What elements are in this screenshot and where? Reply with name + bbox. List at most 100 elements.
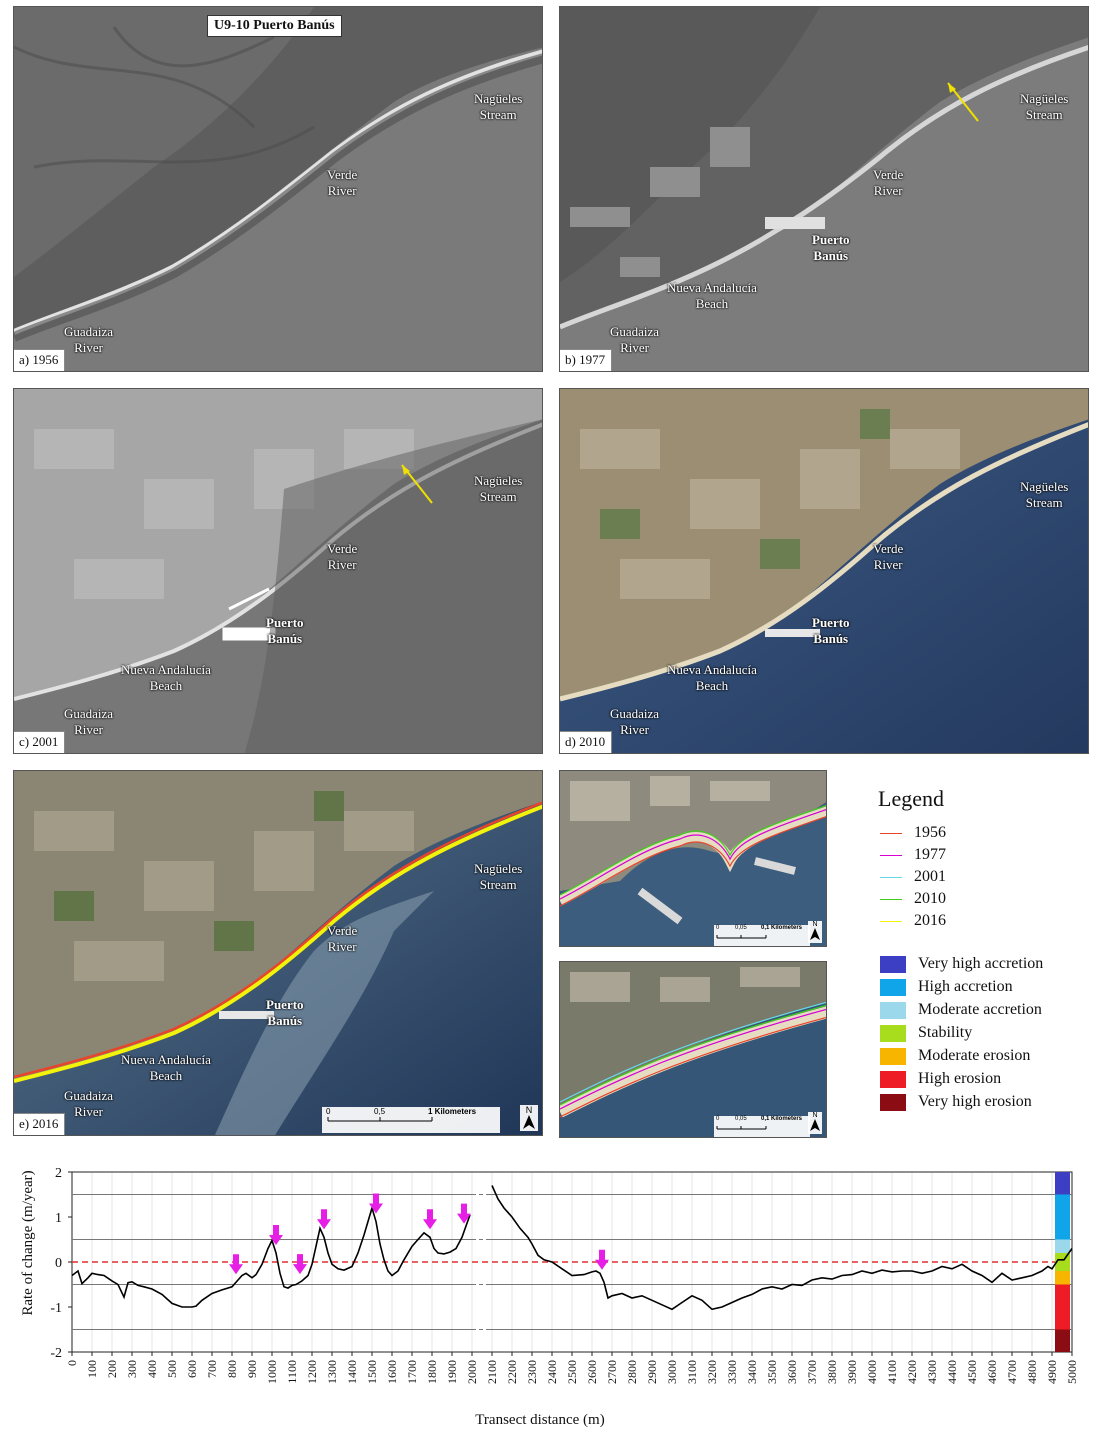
map-panel-2010: Nagüeles Stream Verde River Puerto Banús…: [559, 388, 1089, 754]
x-tick-label: 3700: [805, 1360, 819, 1384]
aerial-photo-2010: [560, 389, 1088, 753]
x-tick-label: 2800: [625, 1360, 639, 1384]
legend-title: Legend: [878, 786, 944, 811]
place-guadaiza: Guadaiza River: [610, 324, 660, 355]
chart-markers: [229, 1193, 609, 1275]
legend-class-swatch: [880, 955, 906, 973]
magenta-arrow-icon: [317, 1209, 331, 1230]
place-verde: Verde River: [327, 541, 358, 572]
legend-line-label: 2016: [914, 912, 946, 929]
x-tick-label: 100: [85, 1360, 99, 1378]
x-tick-label: 1500: [365, 1360, 379, 1384]
place-puerto-banus: Puerto Banús: [266, 615, 304, 646]
x-tick-label: 3100: [685, 1360, 699, 1384]
x-tick-label: 4500: [965, 1360, 979, 1384]
north-label: N: [525, 1105, 533, 1115]
legend-line-1977: 1977: [880, 844, 946, 866]
scale-tick-1: 0,5: [374, 1107, 386, 1116]
place-nagueles: Nagüeles Stream: [1020, 479, 1069, 510]
place-guadaiza: Guadaiza River: [64, 706, 114, 737]
y-axis-label: Rate of change (m/year): [20, 1170, 36, 1315]
rate-class-segment: [1055, 1239, 1070, 1253]
place-nagueles: Nagüeles Stream: [474, 91, 523, 122]
x-tick-labels: 0 100 200 300 400 500 600 700 800 900 1000 1100 1200…: [65, 1352, 1079, 1384]
legend-class-label: Moderate accretion: [918, 1001, 1042, 1018]
scale-tick-1: 0,05: [735, 1116, 747, 1122]
legend-line-2016: 2016: [880, 910, 946, 932]
magenta-arrow-icon: [229, 1254, 243, 1275]
x-tick-label: 600: [185, 1360, 199, 1378]
x-tick-label: 1400: [345, 1360, 359, 1384]
x-tick-label: 1200: [305, 1360, 319, 1384]
x-tick-label: 1800: [425, 1360, 439, 1384]
x-tick-label: 500: [165, 1360, 179, 1378]
place-puerto-banus: Puerto Banús: [266, 997, 304, 1028]
rate-class-segment: [1055, 1284, 1070, 1330]
yellow-arrow-icon: [401, 464, 433, 504]
yellow-arrow-icon: [947, 82, 979, 122]
x-tick-label: 1300: [325, 1360, 339, 1384]
x-tick-label: 3200: [705, 1360, 719, 1384]
scale-bar: 0 0,5 1 Kilometers: [322, 1107, 500, 1133]
scale-tick-0: 0: [326, 1107, 331, 1116]
rate-class-bar: [1055, 1172, 1070, 1352]
x-tick-label: 700: [205, 1360, 219, 1378]
x-tick-label: 2700: [605, 1360, 619, 1384]
y-tick-label: 2: [55, 1166, 62, 1181]
x-tick-label: 1000: [265, 1360, 279, 1384]
legend-class-row: High erosion: [880, 1068, 1001, 1090]
map-panel-2001: Nagüeles Stream Verde River Puerto Banús…: [13, 388, 543, 754]
legend-line-label: 1956: [914, 824, 946, 841]
x-tick-label: 1100: [285, 1360, 299, 1384]
panel-label: a) 1956: [14, 349, 66, 371]
legend-line-1956: 1956: [880, 822, 946, 844]
legend-line-swatch: [880, 832, 902, 834]
map-panel-2016: Nagüeles Stream Verde River Puerto Banús…: [13, 770, 543, 1136]
scale-tick-0: 0: [716, 925, 720, 931]
aerial-photo-1977: [560, 7, 1088, 371]
x-tick-label: 3900: [845, 1360, 859, 1384]
scale-tick-2: 0,1 Kilometers: [761, 1116, 803, 1122]
legend-class-row: Very high erosion: [880, 1091, 1032, 1113]
legend-class-label: High accretion: [918, 978, 1013, 995]
north-arrow-icon: N: [520, 1105, 538, 1131]
magenta-arrow-icon: [595, 1249, 609, 1270]
legend-class-row: Moderate erosion: [880, 1045, 1030, 1067]
x-tick-label: 4800: [1025, 1360, 1039, 1384]
legend-class-label: Stability: [918, 1024, 973, 1041]
map-panel-1956: U9-10 Puerto Banús Nagüeles Stream Verde…: [13, 6, 543, 372]
place-nagueles: Nagüeles Stream: [474, 473, 523, 504]
x-tick-label: 3600: [785, 1360, 799, 1384]
legend-line-2001: 2001: [880, 866, 946, 888]
legend-class-label: Moderate erosion: [918, 1047, 1031, 1064]
legend-class-swatch: [880, 1001, 906, 1019]
y-tick-labels: 2 1 0 -1 -2: [50, 1166, 72, 1361]
x-tick-label: 2200: [505, 1360, 519, 1384]
x-tick-label: 4100: [885, 1360, 899, 1384]
legend-class-row: High accretion: [880, 976, 1013, 998]
legend-line-2010: 2010: [880, 888, 946, 910]
rate-class-segment: [1055, 1271, 1070, 1285]
inset-aerial-bottom: [560, 962, 826, 1137]
place-puerto-banus: Puerto Banús: [812, 615, 850, 646]
magenta-arrow-icon: [369, 1193, 383, 1214]
place-verde: Verde River: [327, 167, 358, 198]
x-tick-label: 4300: [925, 1360, 939, 1384]
place-guadaiza: Guadaiza River: [610, 706, 660, 737]
place-verde: Verde River: [873, 541, 904, 572]
north-label: N: [812, 1112, 818, 1119]
scale-tick-2: 0,1 Kilometers: [761, 925, 803, 931]
x-tick-label: 1900: [445, 1360, 459, 1384]
legend-line-swatch: [880, 920, 902, 922]
north-arrow-icon: N: [808, 1112, 822, 1134]
y-tick-label: 0: [55, 1256, 62, 1271]
series-line-1: [71, 1205, 471, 1308]
y-tick-label: -2: [50, 1346, 62, 1361]
x-tick-label: 2600: [585, 1360, 599, 1384]
legend-class-label: Very high erosion: [918, 1093, 1032, 1110]
x-tick-label: 1600: [385, 1360, 399, 1384]
x-tick-label: 3400: [745, 1360, 759, 1384]
rate-class-segment: [1055, 1329, 1070, 1352]
panel-label: e) 2016: [14, 1113, 66, 1135]
x-tick-label: 0: [65, 1360, 79, 1366]
